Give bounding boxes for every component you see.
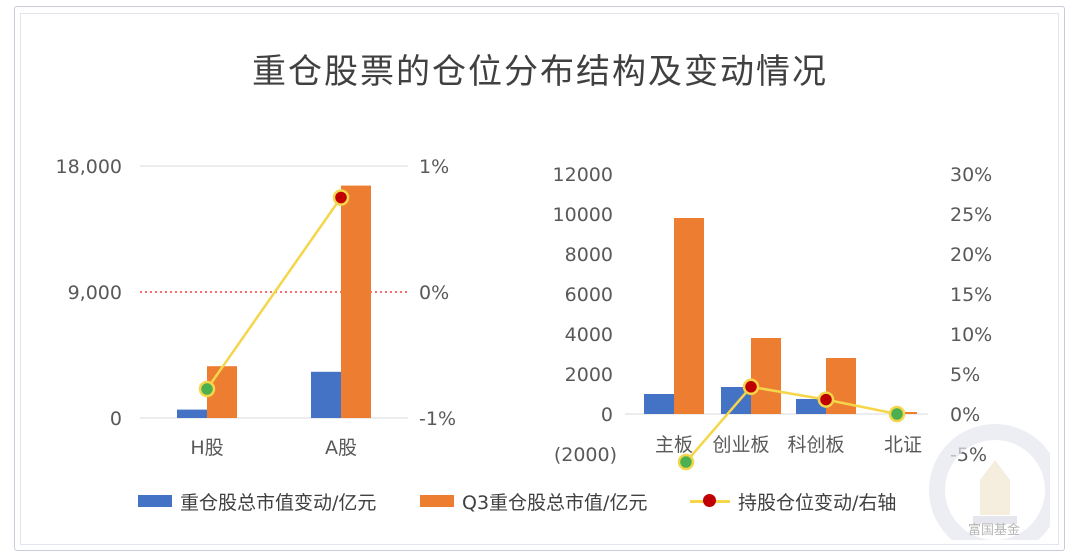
position-change-point (677, 453, 695, 471)
left-right-tick-label: 1% (419, 156, 449, 178)
left-y-tick-label: 0 (110, 408, 122, 430)
right-x-tick-label: 北证 (884, 434, 922, 456)
right-x-tick-label: 科创板 (787, 434, 844, 456)
left-x-tick-label: H股 (190, 437, 223, 459)
chart-frame (14, 6, 1065, 551)
bar-q3-market-value (903, 412, 917, 414)
bar-market-value-change (311, 371, 341, 418)
legend-label: 持股仓位变动/右轴 (738, 491, 897, 514)
chart-title: 重仓股票的仓位分布结构及变动情况 (252, 52, 828, 92)
position-change-point (332, 189, 350, 206)
right-y-tick-label: 6000 (565, 284, 613, 306)
position-change-point (888, 405, 906, 423)
bar-market-value-change (644, 394, 674, 414)
right-y-tick-label: (2000) (554, 444, 617, 466)
legend-swatch-orange (420, 495, 454, 507)
legend-item-series3: 持股仓位变动/右轴 (690, 488, 896, 514)
legend-line-marker-icon (690, 493, 730, 509)
right-y-tick-label: 12000 (553, 164, 613, 186)
chart-inner-border (20, 13, 1059, 545)
legend-item-series1: 重仓股总市值变动/亿元 (138, 488, 376, 514)
left-right-tick-label: 0% (419, 282, 449, 304)
position-change-point (198, 380, 216, 398)
watermark-text: 富国基金 (968, 523, 1021, 538)
bar-q3-market-value (751, 338, 781, 414)
bar-q3-market-value (674, 218, 704, 414)
left-y-tick-label: 9,000 (68, 282, 122, 304)
bar-q3-market-value (341, 185, 371, 418)
position-change-point (742, 378, 760, 396)
position-change-line (205, 196, 343, 390)
right-right-tick-label: 20% (950, 244, 992, 266)
legend-label: 重仓股总市值变动/亿元 (180, 491, 377, 514)
right-right-tick-label: 25% (950, 204, 992, 226)
legend: 重仓股总市值变动/亿元 Q3重仓股总市值/亿元 持股仓位变动/右轴 (0, 488, 1080, 514)
left-x-tick-label: A股 (325, 437, 357, 459)
right-right-tick-label: 5% (950, 364, 980, 386)
right-right-tick-label: 30% (950, 164, 992, 186)
right-right-tick-label: 0% (950, 404, 980, 426)
left-y-tick-label: 18,000 (56, 156, 122, 178)
legend-item-series2: Q3重仓股总市值/亿元 (420, 488, 647, 514)
right-x-tick-label: 主板 (655, 434, 693, 456)
right-right-tick-label: 10% (950, 324, 992, 346)
right-x-tick-label: 创业板 (712, 434, 769, 456)
left-right-tick-label: -1% (419, 408, 456, 430)
bar-market-value-change (177, 409, 207, 418)
right-right-tick-label: 15% (950, 284, 992, 306)
position-change-line (685, 385, 898, 463)
right-y-tick-label: 2000 (565, 364, 613, 386)
right-y-tick-label: 0 (601, 404, 613, 426)
right-y-tick-label: 10000 (553, 204, 613, 226)
legend-swatch-blue (138, 495, 172, 507)
legend-label: Q3重仓股总市值/亿元 (462, 491, 648, 514)
position-change-point (817, 391, 835, 408)
watermark-logo-icon (929, 424, 1050, 540)
right-y-tick-label: 8000 (565, 244, 613, 266)
right-y-tick-label: 4000 (565, 324, 613, 346)
